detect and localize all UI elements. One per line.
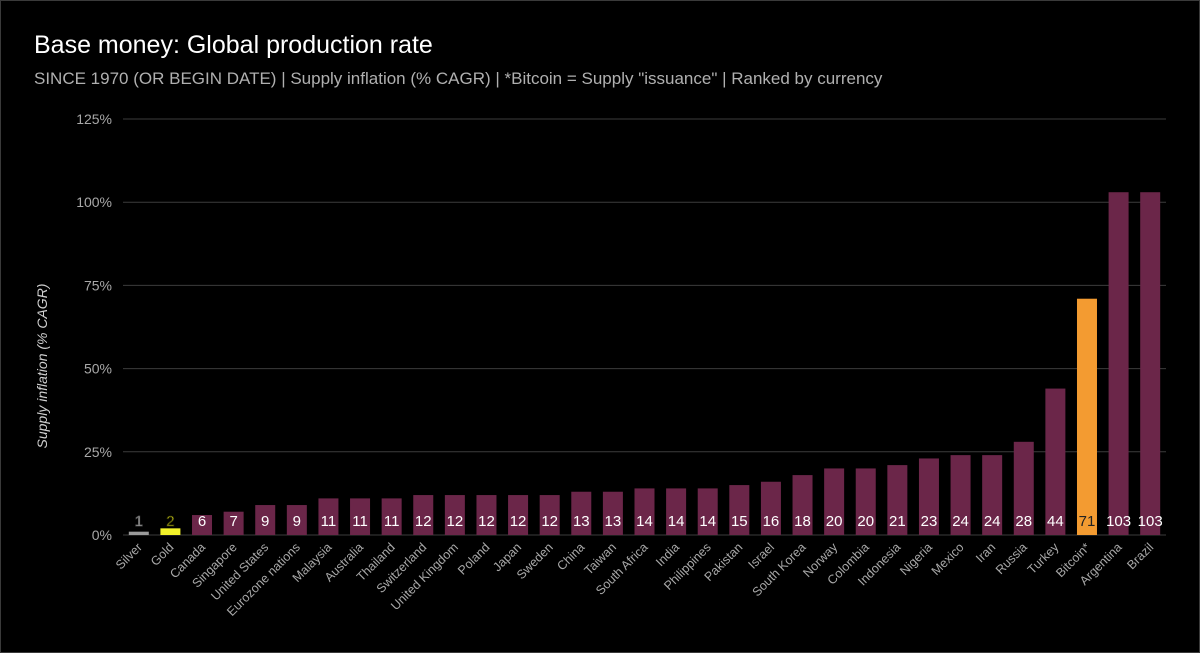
bar-value-label: 12 [541,513,558,530]
bar [192,515,213,535]
bar [1013,441,1034,535]
bar [1108,192,1129,535]
bar [760,481,781,535]
bar [887,465,908,535]
bar-value-label: 13 [605,513,622,530]
bar-value-label: 14 [699,513,716,530]
bar [223,511,244,535]
bar-value-label: 7 [229,513,237,530]
bar-value-label: 12 [415,513,432,530]
chart-subtitle: SINCE 1970 (OR BEGIN DATE) | Supply infl… [34,69,883,88]
x-tick-label: Russia [993,540,1030,577]
x-tick-label: Gold [148,540,177,569]
bar-value-label: 28 [1015,513,1032,530]
x-tick-label: Brazil [1124,540,1156,572]
bar [476,495,497,535]
bar-value-label: 18 [794,513,811,530]
bar-value-label: 20 [857,513,874,530]
bar [602,491,623,535]
x-tick-label: Poland [455,540,492,577]
bar [950,455,971,535]
bar [855,468,876,535]
y-tick-label: 50% [84,361,112,377]
bar [1045,388,1066,535]
bar-value-label: 44 [1047,513,1064,530]
x-tick-label: Nigeria [897,540,935,578]
y-tick-label: 100% [76,194,112,210]
bar-value-label: 23 [921,513,938,530]
bar-value-label: 1 [135,513,143,530]
chart-title: Base money: Global production rate [34,31,433,59]
bar-value-label: 13 [573,513,590,530]
bar [729,485,750,535]
bar-value-label: 16 [763,513,780,530]
bar-value-label: 71 [1079,513,1096,530]
bar [318,498,339,535]
bar-value-label: 24 [984,513,1001,530]
bar [824,468,845,535]
bar-value-label: 11 [321,513,337,530]
bar [634,488,655,535]
bar [918,458,939,535]
x-tick-label: Silver [113,540,145,572]
bar [413,495,434,535]
y-tick-label: 0% [92,527,112,543]
bar-value-label: 9 [293,513,301,530]
bar-value-label: 12 [447,513,464,530]
bar [444,495,465,535]
y-tick-label: 75% [84,277,112,293]
bar-value-label: 20 [826,513,843,530]
bar [286,505,307,535]
bar [792,475,813,535]
bar-value-label: 14 [668,513,685,530]
bar-value-label: 11 [384,513,400,530]
bar [571,491,592,535]
bar-value-label: 12 [510,513,527,530]
bar [128,531,149,535]
bar [982,455,1003,535]
bar-value-label: 9 [261,513,269,530]
bar-value-label: 24 [952,513,969,530]
bar [508,495,529,535]
bar [255,505,276,535]
y-tick-label: 125% [76,111,112,127]
bar [697,488,718,535]
y-tick-label: 25% [84,444,112,460]
x-tick-label: Iran [973,540,998,565]
bar [160,528,181,535]
bar [381,498,402,535]
bar [1140,192,1161,535]
bar-value-label: 14 [636,513,653,530]
bar-value-label: 15 [731,513,748,530]
bar-value-label: 2 [166,513,174,530]
x-tick-label: Mexico [929,540,967,578]
bar [350,498,371,535]
bar [539,495,560,535]
bar-value-label: 12 [478,513,495,530]
bar-value-label: 103 [1138,513,1163,530]
bar-value-label: 103 [1106,513,1131,530]
bar [666,488,687,535]
bar [1076,298,1097,535]
bar-value-label: 11 [352,513,368,530]
bar-value-label: 21 [889,513,906,530]
bar-value-label: 6 [198,513,206,530]
